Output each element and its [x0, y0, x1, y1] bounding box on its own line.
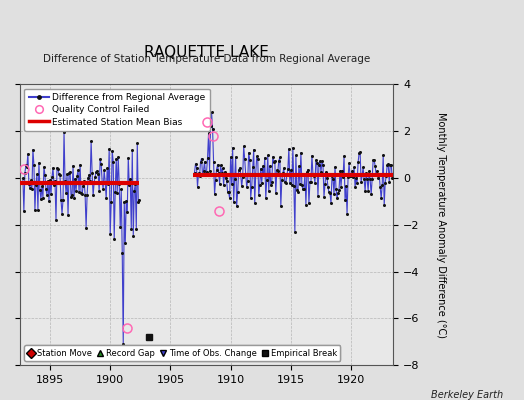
Title: Difference of Station Temperature Data from Regional Average: Difference of Station Temperature Data f…	[43, 54, 370, 64]
Legend: Station Move, Record Gap, Time of Obs. Change, Empirical Break: Station Move, Record Gap, Time of Obs. C…	[24, 346, 341, 361]
Text: Berkeley Earth: Berkeley Earth	[431, 390, 503, 400]
Text: RAQUETTE LAKE: RAQUETTE LAKE	[144, 45, 269, 60]
Y-axis label: Monthly Temperature Anomaly Difference (°C): Monthly Temperature Anomaly Difference (…	[436, 112, 446, 338]
